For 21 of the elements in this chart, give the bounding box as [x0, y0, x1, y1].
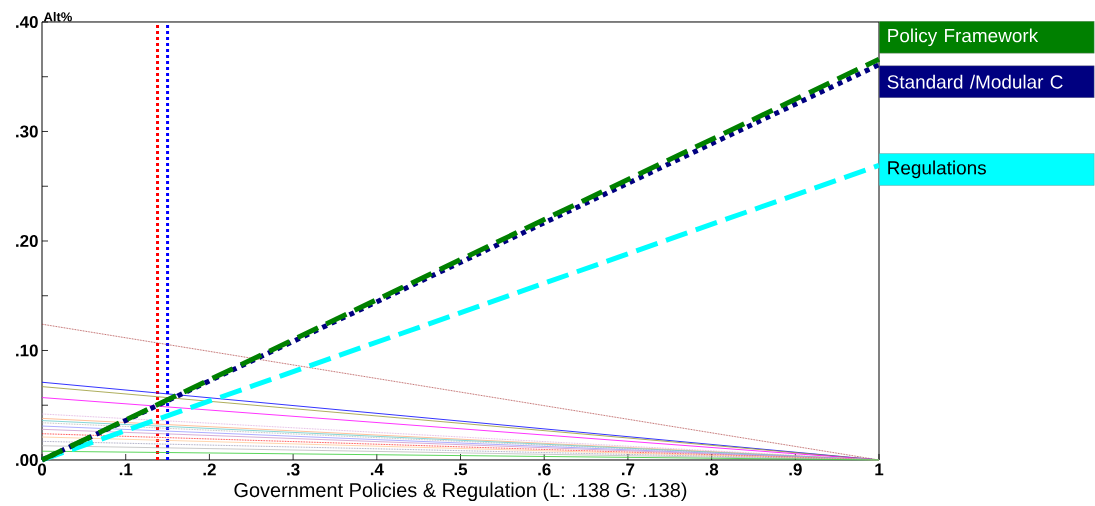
x-tick-label: 0 — [37, 463, 47, 476]
y-tick-label: .20 — [16, 234, 38, 247]
series-label: Standard /Modular C — [887, 74, 1063, 89]
x-tick-label: .1 — [119, 463, 133, 476]
series-label: Policy Framework — [888, 28, 1039, 47]
x-axis-title: Government Policies & Regulation (L: .138 G: .138) — [234, 482, 687, 502]
x-tick-label: .6 — [538, 463, 551, 476]
series-label: Regulations — [888, 160, 986, 179]
y-tick-label: .30 — [16, 125, 38, 138]
x-tick-label: .3 — [287, 463, 300, 476]
x-tick-label: .5 — [454, 463, 468, 476]
x-tick-label: .8 — [705, 463, 719, 476]
x-tick-label: .4 — [370, 463, 384, 476]
x-tick-label: 1 — [875, 463, 884, 476]
x-tick-label: .2 — [203, 463, 216, 476]
x-tick-label: .7 — [622, 463, 635, 476]
x-tick-label: .9 — [789, 463, 802, 476]
y-tick-label: .10 — [16, 344, 38, 357]
y-tick-label: .40 — [16, 15, 38, 28]
y-axis-title: Alt% — [43, 11, 72, 22]
y-tick-label: .00 — [16, 453, 38, 466]
